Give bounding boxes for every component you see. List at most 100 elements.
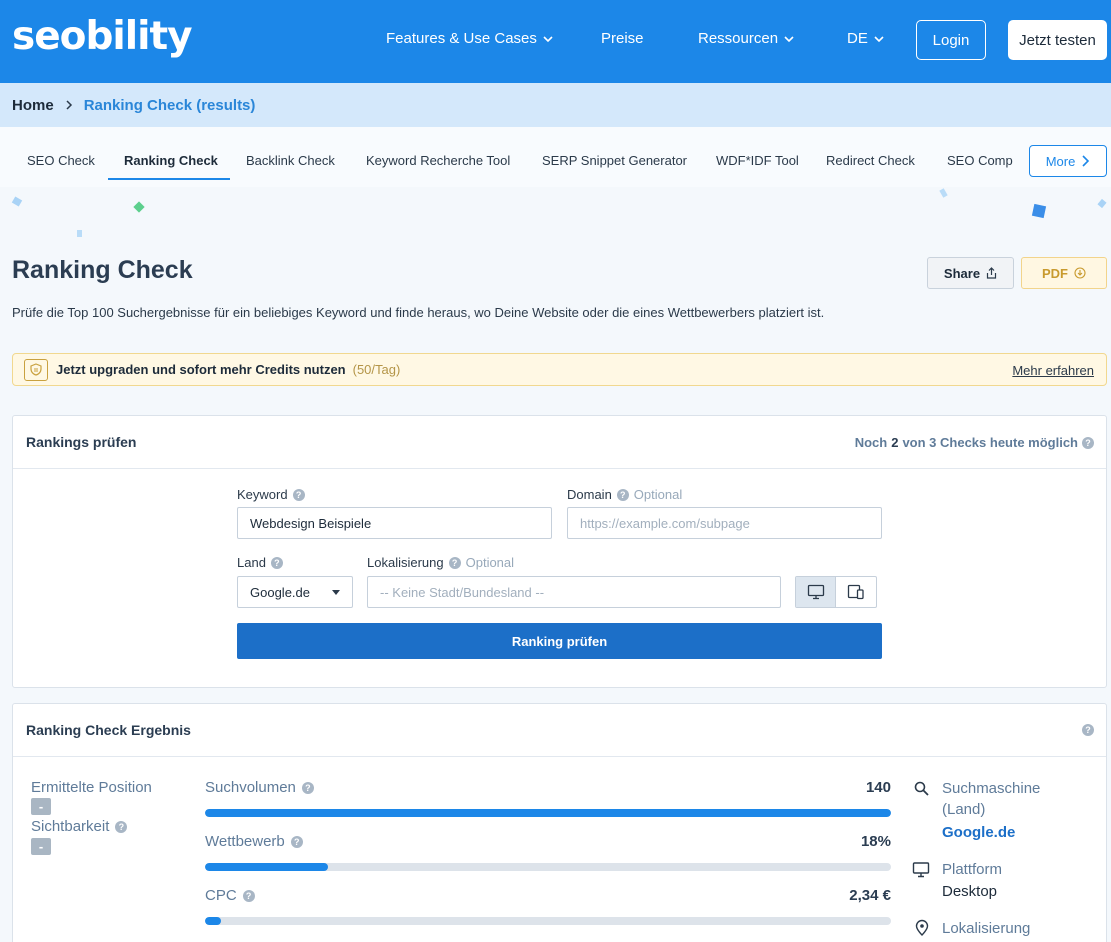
- result-panel-header: Ranking Check Ergebnis ?: [13, 704, 1106, 757]
- check-ranking-button[interactable]: Ranking prüfen: [237, 623, 882, 659]
- cpc-bar-fill: [205, 917, 221, 925]
- nav-resources-label: Ressourcen: [698, 30, 779, 47]
- position-label-text: Ermittelte Position: [31, 779, 152, 796]
- competition-label-text: Wettbewerb: [205, 833, 285, 850]
- pdf-label: PDF: [1042, 265, 1068, 281]
- checks-count: 2: [891, 435, 899, 450]
- chevron-down-icon: [784, 35, 794, 42]
- confetti-decoration: [133, 201, 145, 213]
- platform-value: Desktop: [942, 883, 998, 900]
- search-engine-value[interactable]: Google.de: [942, 824, 1016, 841]
- more-label: More: [1045, 153, 1076, 169]
- form-panel-title: Rankings prüfen: [26, 434, 137, 450]
- competition-bar-fill: [205, 863, 329, 871]
- language-label: DE: [847, 30, 868, 47]
- form-panel-header: Rankings prüfen Noch 2 von 3 Checks heut…: [13, 416, 1106, 469]
- chevron-right-icon: [66, 100, 72, 110]
- try-now-button[interactable]: Jetzt testen: [1008, 20, 1107, 60]
- breadcrumb-current[interactable]: Ranking Check (results): [83, 96, 256, 114]
- platform-label: Plattform: [942, 861, 1003, 878]
- checks-post: von 3 Checks heute möglich: [902, 435, 1078, 450]
- shield-icon: [24, 358, 48, 381]
- help-icon[interactable]: ?: [242, 889, 255, 902]
- confetti-decoration: [77, 230, 82, 237]
- country-label: Land ?: [237, 555, 283, 570]
- tab-keyword-research[interactable]: Keyword Recherche Tool: [366, 153, 511, 168]
- country-label-text: Land: [237, 555, 266, 570]
- confetti-decoration: [1031, 203, 1047, 219]
- nav-pricing[interactable]: Preise: [601, 30, 644, 47]
- nav-pricing-label: Preise: [601, 30, 644, 47]
- help-icon[interactable]: ?: [448, 556, 461, 569]
- cpc-label: CPC ?: [205, 887, 255, 904]
- help-icon[interactable]: ?: [292, 488, 305, 501]
- search-icon: [914, 781, 929, 796]
- domain-label: Domain ? Optional: [567, 487, 682, 502]
- domain-label-text: Domain: [567, 487, 612, 502]
- search-engine-label: Suchmaschine (Land): [942, 780, 1041, 818]
- visibility-value: -: [31, 838, 51, 855]
- desktop-toggle[interactable]: [796, 577, 837, 607]
- download-icon: [1074, 267, 1086, 279]
- search-volume-value: 140: [865, 779, 891, 796]
- country-select[interactable]: Google.de: [237, 576, 353, 608]
- position-value: -: [31, 798, 51, 815]
- chevron-right-icon: [1082, 155, 1090, 167]
- device-toggle: [795, 576, 877, 608]
- tab-redirect-check[interactable]: Redirect Check: [826, 153, 915, 168]
- breadcrumb: Home Ranking Check (results): [0, 83, 1111, 127]
- nav-features[interactable]: Features & Use Cases: [386, 30, 554, 47]
- pdf-button[interactable]: PDF: [1021, 257, 1107, 289]
- seobility-logo[interactable]: seobility: [12, 14, 193, 59]
- tab-serp-snippet[interactable]: SERP Snippet Generator: [542, 153, 688, 168]
- ranking-result-panel: Ranking Check Ergebnis ?: [12, 703, 1107, 942]
- chevron-down-icon: [874, 35, 884, 42]
- more-tools-button[interactable]: More: [1029, 145, 1107, 177]
- help-icon[interactable]: ?: [290, 835, 303, 848]
- keyword-label: Keyword ?: [237, 487, 305, 502]
- location-pin-icon: [915, 919, 929, 936]
- share-button[interactable]: Share: [927, 257, 1014, 289]
- localization-input[interactable]: -- Keine Stadt/Bundesland --: [367, 576, 781, 608]
- search-volume-label-text: Suchvolumen: [205, 779, 296, 796]
- tab-wdf-idf[interactable]: WDF*IDF Tool: [716, 153, 799, 168]
- learn-more-link[interactable]: Mehr erfahren: [1012, 363, 1094, 378]
- tab-seo-check[interactable]: SEO Check: [27, 153, 95, 168]
- help-icon[interactable]: ?: [1082, 436, 1094, 449]
- help-icon[interactable]: ?: [270, 556, 283, 569]
- tools-tab-bar: SEO Check Ranking Check Backlink Check K…: [0, 127, 1111, 187]
- dropdown-arrow-icon: [332, 590, 340, 595]
- result-panel-title: Ranking Check Ergebnis: [26, 722, 191, 738]
- help-icon[interactable]: ?: [616, 488, 629, 501]
- competition-label: Wettbewerb ?: [205, 833, 303, 850]
- tab-seo-compare[interactable]: SEO Comp: [947, 153, 1013, 168]
- help-icon[interactable]: ?: [301, 781, 314, 794]
- keyword-input[interactable]: Webdesign Beispiele: [237, 507, 552, 539]
- share-icon: [986, 267, 997, 279]
- confetti-decoration: [939, 188, 948, 198]
- language-selector[interactable]: DE: [847, 30, 885, 47]
- breadcrumb-home[interactable]: Home: [12, 96, 54, 114]
- page-description: Prüfe die Top 100 Suchergebnisse für ein…: [12, 305, 825, 320]
- chevron-down-icon: [543, 35, 553, 42]
- active-tab-indicator: [108, 178, 230, 180]
- optional-hint: Optional: [465, 555, 515, 570]
- nav-resources[interactable]: Ressourcen: [698, 30, 795, 47]
- visibility-label: Sichtbarkeit ?: [31, 818, 128, 835]
- login-button[interactable]: Login: [916, 20, 986, 60]
- tab-ranking-check[interactable]: Ranking Check: [124, 153, 218, 168]
- nav-features-label: Features & Use Cases: [386, 30, 537, 47]
- optional-hint: Optional: [633, 487, 683, 502]
- cpc-label-text: CPC: [205, 887, 237, 904]
- tab-backlink-check[interactable]: Backlink Check: [246, 153, 335, 168]
- cpc-bar: [205, 917, 891, 925]
- confetti-decoration: [11, 196, 23, 207]
- help-icon[interactable]: ?: [115, 820, 128, 833]
- mobile-toggle[interactable]: [836, 577, 876, 607]
- competition-bar: [205, 863, 891, 871]
- help-icon[interactable]: ?: [1082, 724, 1094, 736]
- search-volume-bar-fill: [205, 809, 891, 817]
- localization-label-text: Lokalisierung: [367, 555, 444, 570]
- domain-input[interactable]: https://example.com/subpage: [567, 507, 882, 539]
- page-title: Ranking Check: [12, 256, 193, 284]
